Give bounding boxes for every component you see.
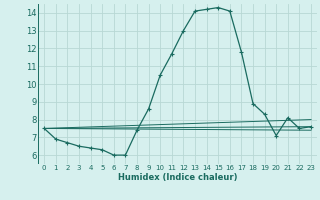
- X-axis label: Humidex (Indice chaleur): Humidex (Indice chaleur): [118, 173, 237, 182]
